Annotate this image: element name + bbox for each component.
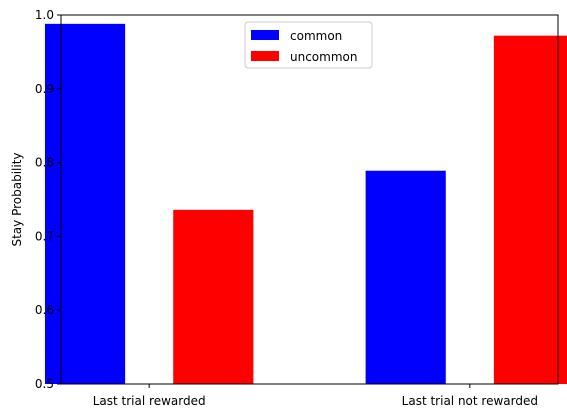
y-tick-label-0: 0.5 <box>35 377 54 391</box>
bar-common-1 <box>365 170 446 384</box>
plot-frame <box>60 14 559 385</box>
legend: common uncommon <box>244 21 373 69</box>
y-tick-label-3: 0.8 <box>35 156 54 170</box>
bars-layer <box>44 23 567 385</box>
legend-label-common: common <box>290 29 342 43</box>
y-tick-label-1: 0.6 <box>35 303 54 317</box>
y-axis: 0.5 0.6 0.7 0.8 0.9 1.0 <box>35 8 61 391</box>
bar-uncommon-1 <box>493 35 567 384</box>
bar-common-0 <box>44 23 126 385</box>
legend-swatch-common <box>251 30 279 40</box>
y-tick-label-2: 0.7 <box>35 229 54 243</box>
y-axis-label: Stay Probability <box>10 152 24 246</box>
legend-label-uncommon: uncommon <box>290 50 357 64</box>
x-tick-label-0: Last trial rewarded <box>93 394 206 408</box>
x-axis: Last trial rewarded Last trial not reward… <box>93 384 538 408</box>
x-tick-label-1: Last trial not rewarded <box>402 394 538 408</box>
y-tick-label-5: 1.0 <box>35 8 54 22</box>
y-tick-label-4: 0.9 <box>35 82 54 96</box>
legend-swatch-uncommon <box>251 51 279 61</box>
bar-uncommon-0 <box>173 209 254 384</box>
